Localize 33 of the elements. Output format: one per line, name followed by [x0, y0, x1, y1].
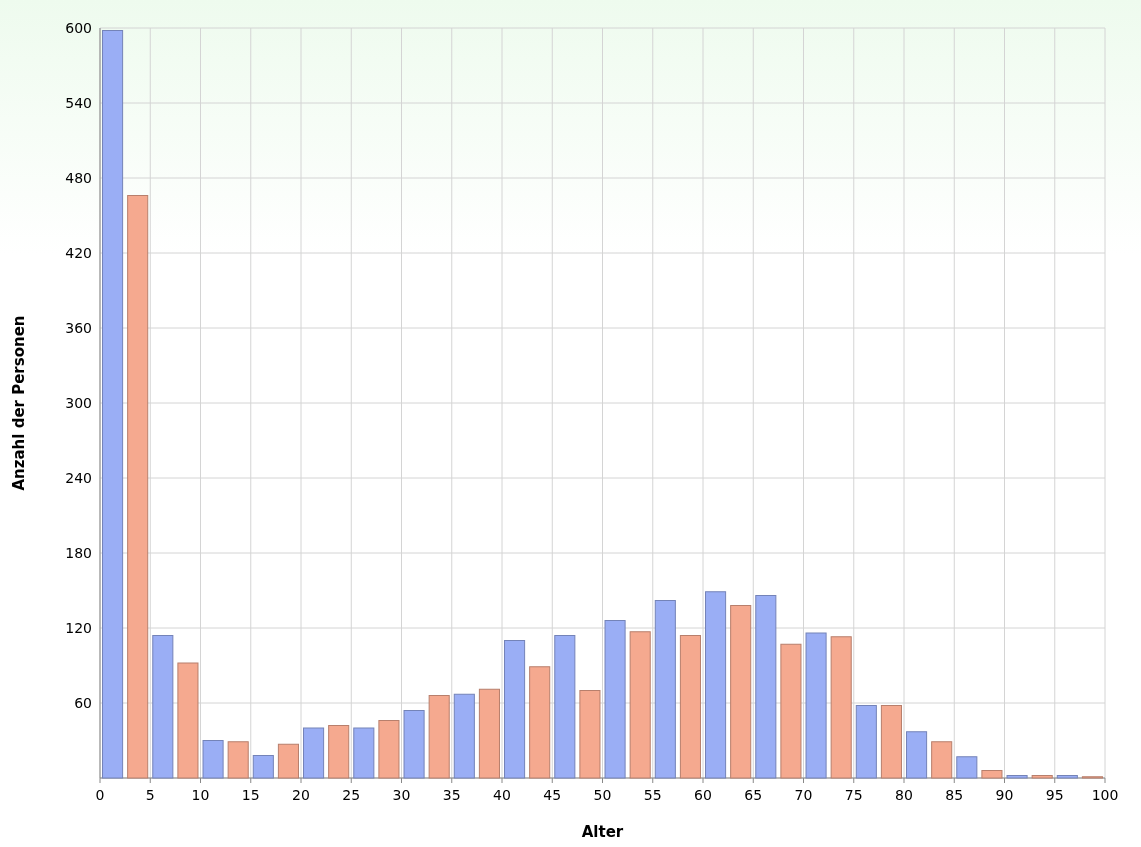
x-tick-label: 45 — [543, 787, 562, 803]
x-tick-label: 55 — [643, 787, 662, 803]
y-tick-label: 300 — [65, 395, 92, 411]
x-tick-label: 30 — [392, 787, 411, 803]
x-tick-label: 70 — [794, 787, 813, 803]
x-axis-title: Alter — [581, 823, 624, 841]
x-tick-label: 50 — [593, 787, 612, 803]
x-tick-label: 90 — [995, 787, 1014, 803]
x-tick-label: 40 — [493, 787, 511, 803]
x-tick-label: 15 — [241, 787, 260, 803]
x-tick-label: 95 — [1045, 787, 1064, 803]
y-tick-label: 480 — [65, 170, 92, 186]
x-tick-label: 60 — [694, 787, 712, 803]
x-tick-label: 25 — [342, 787, 361, 803]
x-tick-label: 0 — [95, 787, 105, 803]
y-tick-label: 540 — [65, 95, 92, 111]
y-tick-label: 60 — [74, 695, 92, 711]
y-axis-title: Anzahl der Personen — [10, 315, 28, 491]
x-tick-label: 35 — [442, 787, 461, 803]
x-tick-label: 75 — [844, 787, 863, 803]
y-tick-label: 120 — [65, 620, 92, 636]
x-tick-label: 5 — [145, 787, 155, 803]
y-tick-label: 240 — [65, 470, 92, 486]
x-tick-label: 100 — [1091, 787, 1119, 803]
y-tick-label: 360 — [65, 320, 92, 336]
x-tick-label: 65 — [744, 787, 763, 803]
x-tick-label: 20 — [292, 787, 310, 803]
x-tick-label: 85 — [945, 787, 964, 803]
y-tick-label: 420 — [65, 245, 92, 261]
x-tick-label: 10 — [191, 787, 210, 803]
y-tick-label: 600 — [65, 20, 92, 36]
x-tick-label: 80 — [895, 787, 913, 803]
y-tick-label: 180 — [65, 545, 92, 561]
